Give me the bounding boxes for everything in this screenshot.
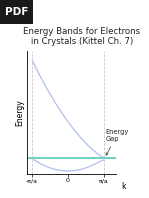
Bar: [27, 157, 116, 159]
Text: Energy Bands for Electrons
in Crystals (Kittel Ch. 7): Energy Bands for Electrons in Crystals (…: [23, 27, 141, 46]
Y-axis label: Energy: Energy: [15, 99, 24, 126]
Text: Energy
Gap: Energy Gap: [105, 129, 129, 155]
X-axis label: k: k: [121, 182, 126, 191]
Text: PDF: PDF: [5, 7, 28, 17]
